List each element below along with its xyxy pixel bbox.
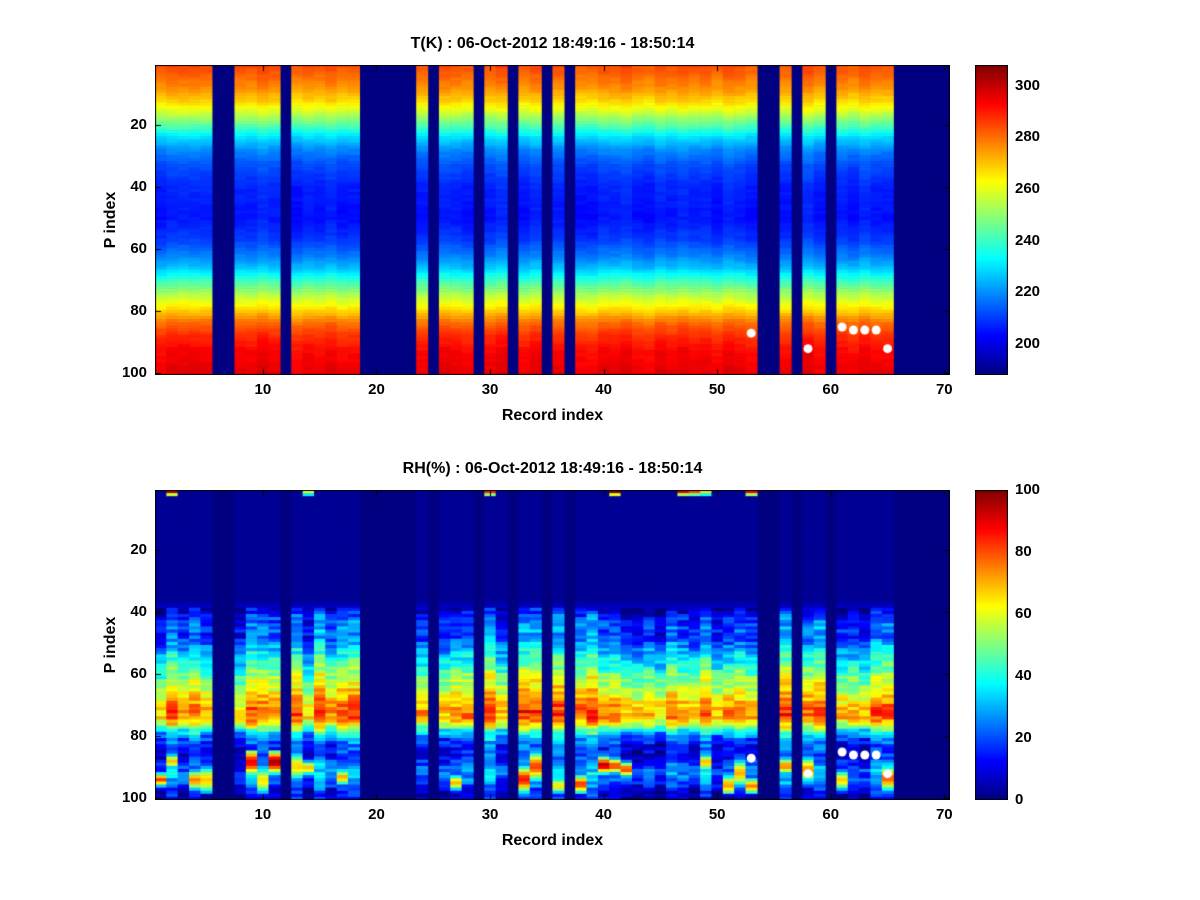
x-tick-label: 10 <box>254 381 272 398</box>
colorbar-tick-label: 220 <box>1015 283 1041 301</box>
colorbar-tick-label: 100 <box>1015 481 1041 498</box>
temperature-ylabel: P index <box>102 191 119 249</box>
y-tick-label: 20 <box>130 116 147 134</box>
colorbar-tick-label: 20 <box>1015 729 1032 746</box>
temperature-heatmap <box>155 65 950 375</box>
temperature-plot-title: T(K) : 06-Oct-2012 18:49:16 - 18:50:14 <box>410 35 695 52</box>
x-tick-label: 60 <box>822 806 840 823</box>
colorbar-tick-label: 60 <box>1015 605 1032 622</box>
y-tick-label: 60 <box>130 665 147 683</box>
humidity-plot-title: RH(%) : 06-Oct-2012 18:49:16 - 18:50:14 <box>402 460 703 477</box>
x-tick-label: 50 <box>708 806 726 823</box>
colorbar-tick-label: 0 <box>1015 791 1024 808</box>
colorbar-tick-label: 80 <box>1015 543 1032 560</box>
y-tick-label: 100 <box>121 364 147 382</box>
y-tick-label: 80 <box>130 727 147 745</box>
x-tick-label: 30 <box>481 806 499 823</box>
y-tick-label: 40 <box>130 603 147 621</box>
x-tick-label: 20 <box>368 806 385 823</box>
temperature-colorbar <box>975 65 1008 375</box>
x-tick-label: 40 <box>595 381 612 398</box>
x-tick-label: 60 <box>822 381 840 398</box>
colorbar-tick-label: 300 <box>1015 76 1041 94</box>
humidity-colorbar <box>975 490 1008 800</box>
x-tick-label: 10 <box>254 806 272 823</box>
x-tick-label: 20 <box>368 381 385 398</box>
x-tick-label: 70 <box>935 806 953 823</box>
x-tick-label: 70 <box>935 381 953 398</box>
humidity-xlabel: Record index <box>501 832 604 849</box>
x-tick-label: 50 <box>708 381 726 398</box>
y-tick-label: 20 <box>130 541 147 559</box>
temperature-xlabel: Record index <box>501 407 604 424</box>
humidity-ylabel: P index <box>102 616 119 674</box>
humidity-heatmap <box>155 490 950 800</box>
colorbar-tick-label: 200 <box>1015 335 1041 352</box>
colorbar-tick-label: 280 <box>1015 128 1041 146</box>
y-tick-label: 80 <box>130 302 147 320</box>
x-tick-label: 40 <box>595 806 612 823</box>
x-tick-label: 30 <box>481 381 499 398</box>
y-tick-label: 60 <box>130 240 147 258</box>
colorbar-tick-label: 260 <box>1015 180 1041 197</box>
colorbar-tick-label: 240 <box>1015 231 1041 249</box>
y-tick-label: 100 <box>121 789 147 807</box>
colorbar-tick-label: 40 <box>1015 667 1032 684</box>
y-tick-label: 40 <box>130 178 147 196</box>
